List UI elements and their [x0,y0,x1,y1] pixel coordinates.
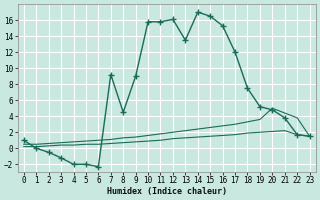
X-axis label: Humidex (Indice chaleur): Humidex (Indice chaleur) [107,187,227,196]
